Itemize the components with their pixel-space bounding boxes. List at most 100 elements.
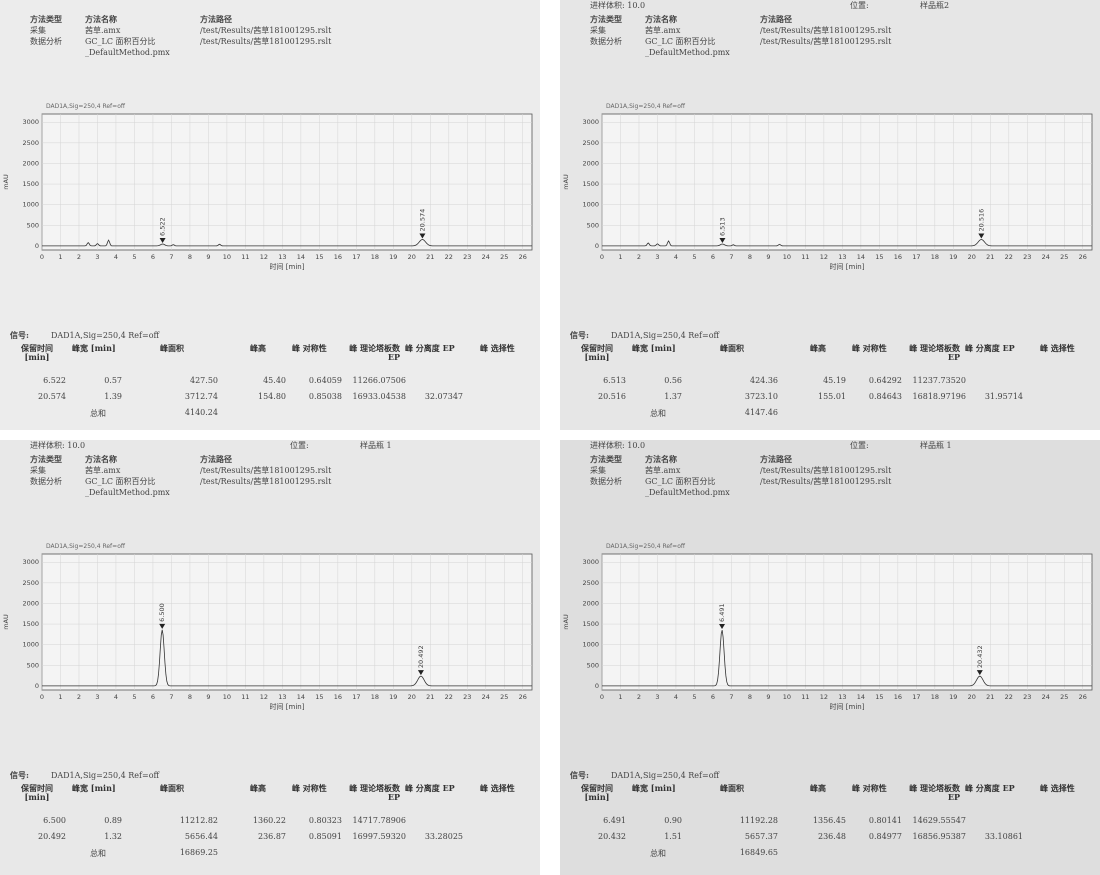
method-path-label: 方法路径 <box>760 14 792 24</box>
x-tick-label: 13 <box>278 253 286 261</box>
header-retention-time: 保留时间 [min] <box>581 343 613 362</box>
y-tick-label: 1500 <box>582 180 599 188</box>
header-selectivity: 峰 选择性 <box>1040 343 1075 353</box>
x-tick-label: 20 <box>968 693 976 701</box>
plot-frame <box>41 553 533 691</box>
x-tick-label: 11 <box>241 253 249 261</box>
data-analysis-method-name: GC_LC 面积百分比_DefaultMethod.pmx <box>645 37 730 57</box>
x-tick-label: 18 <box>931 693 939 701</box>
peak-label: 6.513 <box>718 217 726 236</box>
x-tick-label: 12 <box>820 693 828 701</box>
signal-trace <box>602 239 1092 247</box>
acquisition-method-name: 茜草.amx <box>645 466 681 475</box>
signal-value: DAD1A,Sig=250,4 Ref=off <box>50 331 160 340</box>
x-tick-label: 9 <box>766 253 770 261</box>
header-symmetry: 峰 对称性 <box>292 783 327 793</box>
table-cell: 14629.55547 <box>912 816 966 825</box>
peak-label: 6.522 <box>159 217 167 236</box>
x-tick-label: 10 <box>223 693 231 701</box>
table-cell: 11212.82 <box>179 816 218 825</box>
header-retention-time: 保留时间 [min] <box>581 783 613 802</box>
table-cell: 0.64059 <box>308 376 342 385</box>
header-plates: 峰 理论塔板数 EP <box>909 343 960 362</box>
table-cell: 1.39 <box>104 392 122 401</box>
table-cell: 0.85091 <box>308 832 342 841</box>
table-cell: 20.432 <box>598 832 626 841</box>
header-peak-area: 峰面积 <box>160 343 184 353</box>
x-tick-label: 8 <box>188 693 192 701</box>
header-resolution: 峰 分离度 EP <box>405 343 455 353</box>
table-cell: 45.40 <box>263 376 286 385</box>
x-tick-label: 2 <box>77 253 81 261</box>
table-cell: 236.87 <box>258 832 286 841</box>
x-tick-label: 25 <box>500 693 508 701</box>
x-tick-label: 18 <box>371 253 379 261</box>
x-tick-label: 17 <box>912 253 920 261</box>
x-tick-label: 3 <box>655 253 659 261</box>
data-analysis-method-path: /test/Results/茜草181001295.rslt <box>760 37 892 46</box>
location-label: 位置: <box>850 441 869 450</box>
acquisition-method-path: /test/Results/茜草181001295.rslt <box>760 466 892 475</box>
table-cell: 1.32 <box>104 832 122 841</box>
x-tick-label: 14 <box>857 693 865 701</box>
plot-frame <box>41 113 533 251</box>
table-cell: 6.522 <box>43 376 66 385</box>
header-peak-width: 峰宽 [min] <box>632 343 676 353</box>
report-panel-3: 进样体积: 10.0 位置: 样品瓶 1 方法类型 方法名称 方法路径 采集 茜… <box>0 440 540 875</box>
x-tick-label: 23 <box>463 693 471 701</box>
y-tick-label: 2000 <box>22 159 39 167</box>
x-tick-label: 5 <box>692 693 696 701</box>
table-cell: 236.48 <box>818 832 846 841</box>
x-tick-label: 17 <box>912 693 920 701</box>
table-cell: 0.56 <box>664 376 682 385</box>
y-axis-label: mAU <box>2 174 10 190</box>
method-path-label: 方法路径 <box>200 14 232 24</box>
data-analysis-method-path: /test/Results/茜草181001295.rslt <box>760 477 892 486</box>
acquisition-label: 采集 <box>30 26 46 35</box>
total-value: 4147.46 <box>744 408 778 417</box>
x-tick-label: 19 <box>389 253 397 261</box>
x-tick-label: 21 <box>986 253 994 261</box>
table-cell: 32.07347 <box>424 392 463 401</box>
x-tick-label: 22 <box>445 253 453 261</box>
method-path-label: 方法路径 <box>200 454 232 464</box>
y-axis-label: mAU <box>562 614 570 630</box>
signal-caption: DAD1A,Sig=250,4 Ref=off <box>606 103 686 110</box>
header-resolution: 峰 分离度 EP <box>405 783 455 793</box>
x-tick-label: 9 <box>206 693 210 701</box>
x-tick-label: 6 <box>151 253 155 261</box>
table-cell: 0.80323 <box>308 816 342 825</box>
x-tick-label: 2 <box>77 693 81 701</box>
x-tick-label: 9 <box>766 693 770 701</box>
header-resolution: 峰 分离度 EP <box>965 783 1015 793</box>
peak-label: 20.574 <box>418 209 426 232</box>
x-tick-label: 25 <box>1060 253 1068 261</box>
y-tick-label: 2000 <box>582 599 599 607</box>
x-tick-label: 15 <box>875 693 883 701</box>
table-cell: 154.80 <box>258 392 286 401</box>
x-tick-label: 19 <box>949 253 957 261</box>
x-tick-label: 12 <box>260 693 268 701</box>
table-cell: 11266.07506 <box>352 376 406 385</box>
header-selectivity: 峰 选择性 <box>480 343 515 353</box>
method-type-label: 方法类型 <box>30 454 62 464</box>
x-tick-label: 9 <box>206 253 210 261</box>
x-axis-label: 时间 [min] <box>830 262 865 271</box>
x-tick-label: 1 <box>618 253 622 261</box>
x-tick-label: 16 <box>334 253 342 261</box>
y-tick-label: 500 <box>27 221 39 229</box>
y-tick-label: 3000 <box>22 118 39 126</box>
signal-caption: DAD1A,Sig=250,4 Ref=off <box>46 103 126 110</box>
y-tick-label: 0 <box>595 242 599 250</box>
report-panel-4: 进样体积: 10.0 位置: 样品瓶 1 方法类型 方法名称 方法路径 采集 茜… <box>560 440 1100 875</box>
x-tick-label: 10 <box>783 693 791 701</box>
peak-label: 20.432 <box>976 645 984 668</box>
method-name-label: 方法名称 <box>645 454 677 464</box>
x-tick-label: 26 <box>519 253 527 261</box>
y-tick-label: 0 <box>35 682 39 690</box>
data-analysis-method-path: /test/Results/茜草181001295.rslt <box>200 477 332 486</box>
y-tick-label: 1000 <box>582 201 599 209</box>
table-cell: 6.513 <box>603 376 626 385</box>
